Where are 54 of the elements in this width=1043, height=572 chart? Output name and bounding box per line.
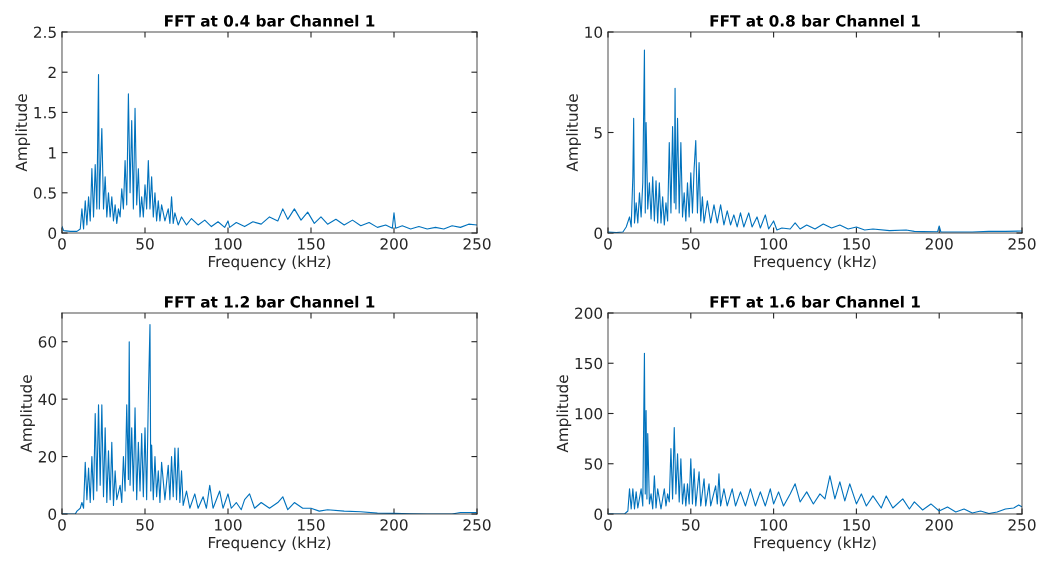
- x-axis-title: Frequency (kHz): [754, 536, 876, 552]
- x-tick-label: 150: [298, 238, 325, 250]
- y-tick-label: 20: [38, 451, 57, 463]
- y-tick-label: 150: [575, 357, 603, 370]
- y-tick-label: 2: [48, 66, 56, 78]
- x-tick-label: 100: [760, 238, 788, 250]
- x-tick-label: 100: [215, 519, 242, 531]
- y-axis-title: Amplitude: [20, 375, 35, 453]
- y-tick-label: 1: [49, 147, 56, 159]
- x-tick-label: 200: [925, 238, 953, 250]
- y-tick-label: 60: [38, 336, 57, 348]
- y-tick-label: 0: [48, 227, 57, 240]
- x-tick-label: 100: [215, 238, 242, 250]
- y-tick-label: 0: [48, 508, 57, 521]
- y-tick-label: 5: [594, 127, 602, 139]
- x-axis-title: Frequency (kHz): [754, 255, 876, 271]
- chart-title: FFT at 0.8 bar Channel 1: [710, 14, 920, 27]
- x-tick-label: 0: [604, 238, 612, 250]
- y-tick-label: 0: [594, 508, 603, 521]
- y-tick-label: 1.5: [34, 107, 56, 119]
- y-axis-title: Amplitude: [566, 94, 581, 172]
- y-tick-label: 200: [575, 307, 603, 320]
- y-tick-label: 2.5: [33, 26, 56, 39]
- y-tick-label: 10: [585, 26, 603, 39]
- x-tick-label: 250: [463, 238, 491, 250]
- x-tick-label: 0: [58, 238, 66, 250]
- x-tick-label: 50: [682, 519, 700, 531]
- y-tick-label: 50: [584, 458, 603, 470]
- x-tick-label: 200: [925, 519, 953, 531]
- x-tick-label: 250: [1008, 238, 1036, 250]
- x-tick-label: 50: [682, 238, 700, 250]
- x-tick-label: 150: [843, 519, 870, 531]
- y-tick-label: 100: [575, 407, 603, 420]
- y-axis-title: Amplitude: [15, 94, 31, 172]
- x-axis-title: Frequency (kHz): [208, 536, 331, 552]
- chart-title: FFT at 1.6 bar Channel 1: [710, 295, 920, 308]
- x-axis-title: Frequency (kHz): [208, 255, 331, 271]
- chart-title: FFT at 1.2 bar Channel 1: [165, 295, 375, 308]
- x-tick-label: 200: [380, 238, 408, 250]
- y-tick-label: 0: [594, 227, 603, 240]
- x-tick-label: 50: [136, 238, 154, 250]
- y-tick-label: 0.5: [33, 187, 56, 199]
- x-tick-label: 150: [843, 238, 870, 250]
- y-axis-title: Amplitude: [556, 375, 572, 453]
- x-tick-label: 250: [463, 519, 491, 531]
- x-tick-label: 100: [760, 519, 788, 531]
- x-tick-label: 0: [604, 519, 612, 531]
- x-tick-label: 150: [298, 519, 325, 531]
- x-tick-label: 50: [136, 519, 154, 531]
- x-tick-label: 200: [380, 519, 408, 531]
- x-tick-label: 0: [58, 519, 66, 531]
- y-tick-label: 40: [38, 393, 57, 406]
- x-tick-label: 250: [1008, 519, 1036, 531]
- chart-title: FFT at 0.4 bar Channel 1: [165, 14, 375, 27]
